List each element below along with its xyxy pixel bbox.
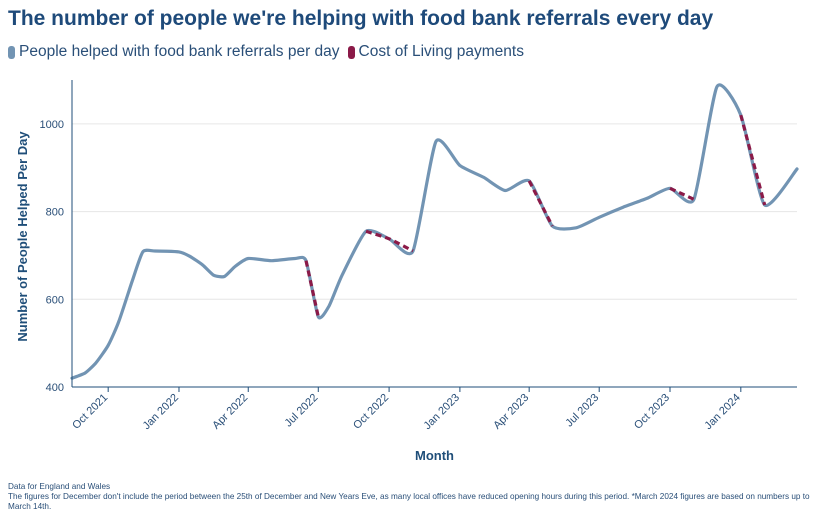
legend-item-referrals[interactable]: People helped with food bank referrals p… bbox=[8, 43, 340, 61]
series-line-cost-of-living-5 bbox=[739, 114, 767, 206]
line-chart: 400 600 800 1000 Oct 2021 Jan 2022 Apr 2022 Ju… bbox=[15, 80, 799, 463]
legend-item-cost-of-living[interactable]: Cost of Living payments bbox=[347, 43, 524, 61]
series-line-cost-of-living-2 bbox=[365, 229, 414, 253]
y-tick-label-800: 800 bbox=[46, 207, 64, 219]
legend-swatch-cost-of-living bbox=[347, 45, 355, 59]
x-tick-label-jan-2024: Jan 2024 bbox=[702, 392, 742, 432]
chart-legend: People helped with food bank referrals p… bbox=[8, 43, 532, 61]
x-tick-label-jul-2022: Jul 2022 bbox=[283, 392, 321, 430]
x-axis-ticks: Oct 2021 Jan 2022 Apr 2022 Jul 2022 Oct 2022… bbox=[70, 387, 743, 432]
series-line-referrals bbox=[70, 83, 799, 380]
x-tick-label-jan-2023: Jan 2023 bbox=[422, 392, 462, 432]
chart-title: The number of people we're helping with … bbox=[8, 7, 714, 30]
x-tick-label-oct-2021: Oct 2021 bbox=[70, 392, 110, 432]
footnotes: Data for England and Wales The figures f… bbox=[8, 482, 813, 512]
legend-label-cost-of-living: Cost of Living payments bbox=[358, 43, 524, 60]
y-axis-ticks: 400 600 800 1000 bbox=[40, 119, 64, 394]
footnote-source: Data for England and Wales bbox=[8, 482, 111, 491]
series-group bbox=[70, 83, 799, 380]
series-line-cost-of-living-4 bbox=[669, 186, 695, 201]
x-axis-title: Month bbox=[415, 448, 454, 463]
footnote-december: The figures for December don't include t… bbox=[8, 492, 810, 511]
legend-label-referrals: People helped with food bank referrals p… bbox=[19, 43, 340, 60]
grid-lines bbox=[72, 123, 797, 300]
y-tick-label-600: 600 bbox=[46, 294, 64, 306]
x-tick-label-oct-2023: Oct 2023 bbox=[632, 392, 672, 432]
y-tick-label-400: 400 bbox=[46, 382, 64, 394]
y-axis-title: Number of People Helped Per Day bbox=[15, 131, 30, 342]
legend-swatch-referrals bbox=[8, 45, 15, 59]
y-tick-label-1000: 1000 bbox=[40, 119, 64, 131]
x-tick-label-apr-2023: Apr 2023 bbox=[491, 392, 531, 432]
series-line-cost-of-living-3 bbox=[527, 180, 554, 227]
axes bbox=[71, 80, 797, 388]
x-tick-label-jul-2023: Jul 2023 bbox=[563, 392, 601, 430]
x-tick-label-jan-2022: Jan 2022 bbox=[141, 392, 181, 432]
x-tick-label-apr-2022: Apr 2022 bbox=[210, 392, 250, 432]
x-tick-label-oct-2022: Oct 2022 bbox=[351, 392, 391, 432]
